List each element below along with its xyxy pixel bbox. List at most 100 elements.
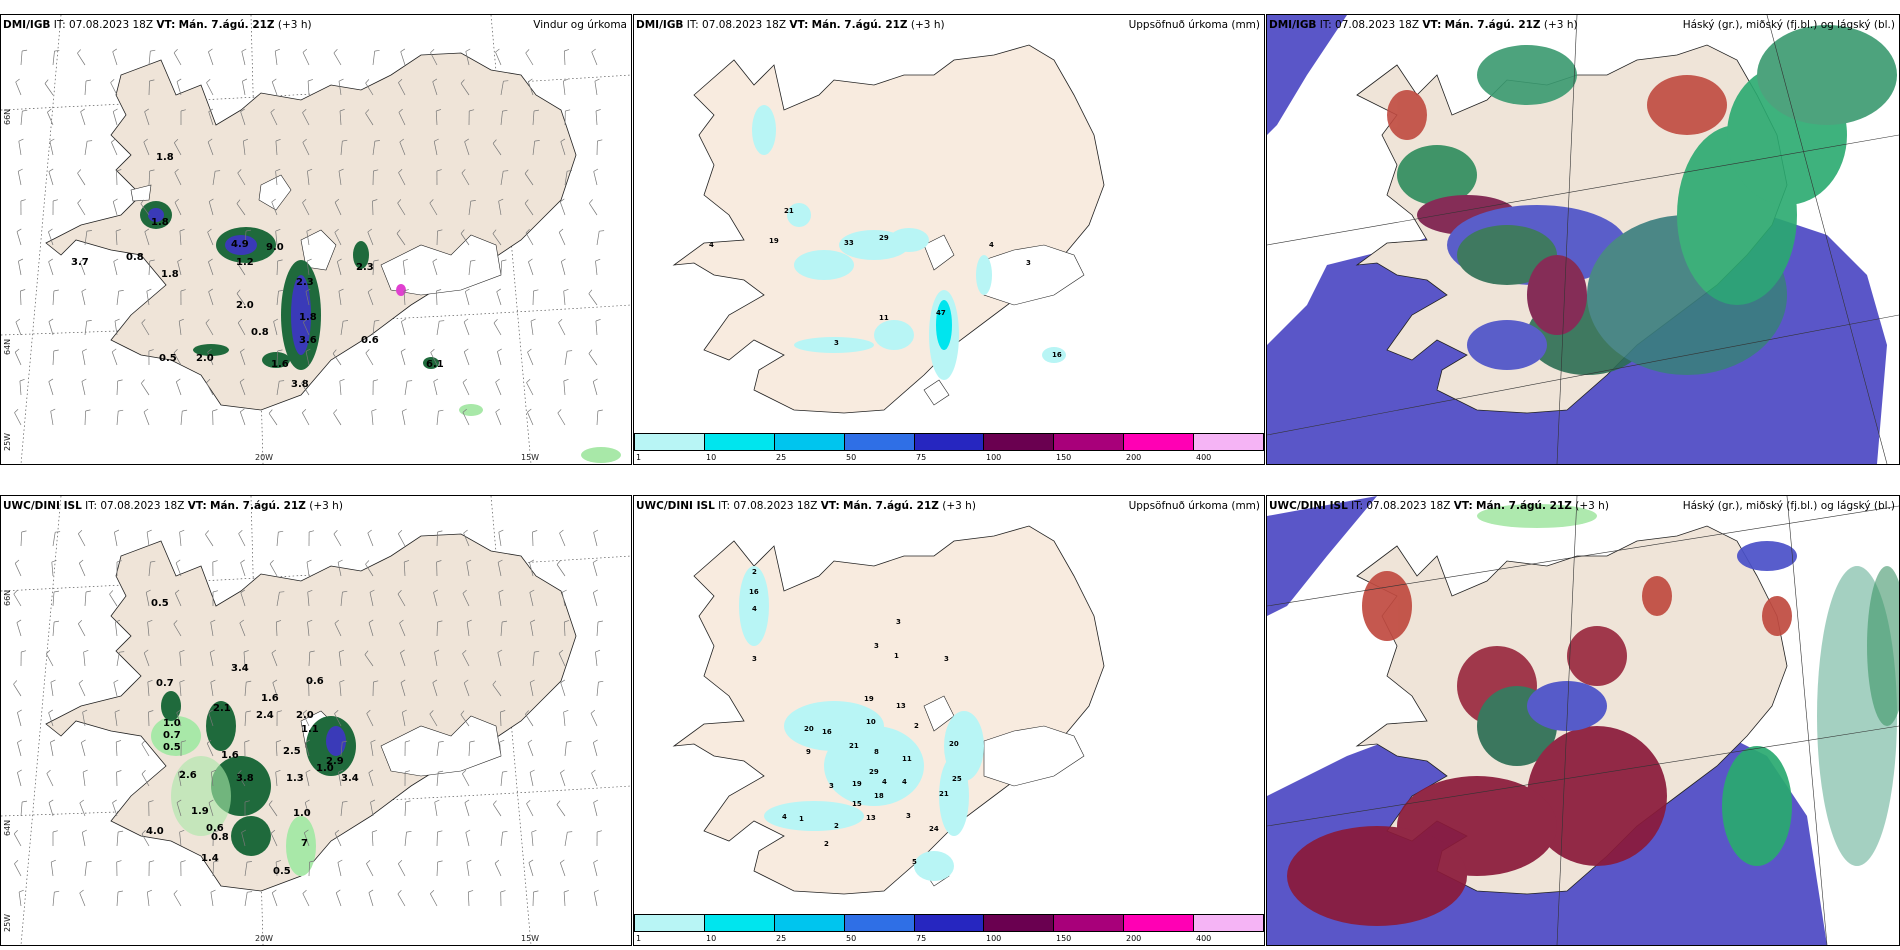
label: 3.4 (231, 663, 249, 674)
wind-barb (48, 231, 54, 246)
colorbar-swatch (1194, 915, 1264, 931)
wind-barb-flag (275, 168, 281, 172)
wind-barb (20, 290, 22, 306)
wind-barb (271, 652, 278, 667)
wind-barb-flag (16, 228, 22, 232)
wind-barb (50, 411, 54, 426)
wind-barb (175, 381, 182, 396)
wind-barb-flag (463, 679, 469, 684)
wind-barb (14, 412, 22, 426)
wind-barb-flag (305, 799, 310, 803)
it-value: 07.08.2023 18Z (100, 500, 185, 512)
wind-barb (52, 51, 55, 66)
lon-20-label: 20W (255, 934, 274, 943)
wind-barb (140, 203, 150, 216)
wind-barb (462, 653, 470, 667)
wind-barb (465, 832, 470, 847)
label: 16 (1052, 351, 1062, 359)
model-name: DMI/IGB (3, 19, 51, 31)
wind-barb-flag (173, 620, 178, 625)
wind-barb-flag (240, 559, 245, 563)
wind-barb (274, 51, 278, 66)
wind-barb (530, 321, 534, 336)
wind-barb-flag (398, 168, 403, 173)
wind-barb (436, 290, 438, 306)
wind-barb-flag (13, 680, 18, 685)
wind-barb (339, 682, 342, 697)
wind-barb (301, 383, 310, 396)
wind-barb-flag (397, 590, 402, 595)
wind-barb-flag (81, 378, 87, 382)
wind-barb-flag (465, 48, 471, 52)
wind-barb (498, 592, 502, 607)
wind-barb (306, 231, 310, 246)
wind-barb-flag (556, 560, 561, 565)
wind-barb (110, 82, 118, 96)
wind-barb (205, 322, 214, 336)
wind-barb (436, 531, 438, 547)
wind-barb (111, 351, 118, 366)
wind-barb (340, 742, 343, 757)
wind-barb (532, 290, 534, 306)
wind-barb-flag (588, 349, 593, 354)
wind-barb-flag (595, 258, 601, 262)
wind-barb-flag (205, 319, 210, 324)
panel-header: DMI/IGB IT: 07.08.2023 18Z VT: Mán. 7.ág… (1269, 19, 1578, 31)
wind-barb-flag (302, 408, 307, 413)
wind-barb (48, 802, 54, 817)
panel-cloud-uwc: UWC/DINI ISL IT: 07.08.2023 18Z VT: Mán.… (1266, 495, 1900, 946)
wind-barb (529, 772, 534, 787)
wind-barb-flag (466, 859, 472, 863)
wind-barb (338, 772, 342, 787)
wind-barb (436, 321, 440, 336)
label: 20 (949, 740, 959, 748)
wind-barb (242, 81, 246, 96)
wind-barb-flag (439, 320, 445, 322)
wind-barb (303, 832, 310, 847)
wind-barb (400, 51, 406, 66)
wind-barb (433, 141, 438, 156)
wind-barb-flag (529, 769, 535, 773)
wind-barb-flag (147, 889, 153, 893)
wind-barb-flag (268, 409, 273, 414)
lon-20-label: 20W (255, 453, 274, 462)
wind-barb (364, 654, 374, 667)
wind-barb (116, 831, 119, 847)
wind-barb-flag (141, 740, 146, 745)
wind-barb (564, 171, 568, 186)
wind-barb (589, 203, 598, 216)
wind-barb-flag (174, 138, 179, 143)
panel-title: Háský (gr.), miðský (fj.bl.) og lágský (… (1682, 19, 1895, 31)
wind-barb-flag (373, 169, 379, 172)
wind-barb (460, 714, 470, 727)
wind-barb-flag (113, 258, 119, 262)
label: 13 (866, 814, 876, 822)
wind-barb (460, 83, 470, 96)
colorbar-tick-label: 100 (986, 453, 1002, 462)
wind-barb (306, 562, 310, 577)
wind-barb (500, 111, 503, 126)
wind-barb-flag (502, 770, 508, 773)
wind-barb (301, 412, 310, 426)
wind-barb (530, 622, 534, 637)
wind-barb (20, 801, 23, 817)
wind-barb (52, 290, 55, 306)
wind-barb (276, 592, 280, 607)
wind-barb (52, 591, 55, 607)
wind-barb (275, 861, 278, 877)
wind-barb-flag (15, 78, 20, 83)
wind-barb-flag (342, 139, 348, 142)
wind-barb (528, 862, 534, 877)
colorbar-swatch (914, 434, 985, 450)
wind-barb-flag (207, 348, 212, 353)
wind-barb (50, 742, 54, 757)
wind-barb-flag (179, 529, 185, 533)
wind-barb (244, 892, 248, 907)
wind-barb (305, 291, 310, 306)
wind-barb (268, 413, 278, 426)
wind-barb (52, 892, 55, 907)
wind-barb-flag (528, 78, 533, 83)
wind-barb (302, 202, 310, 216)
wind-barb (462, 593, 470, 607)
wind-barb (372, 260, 375, 276)
